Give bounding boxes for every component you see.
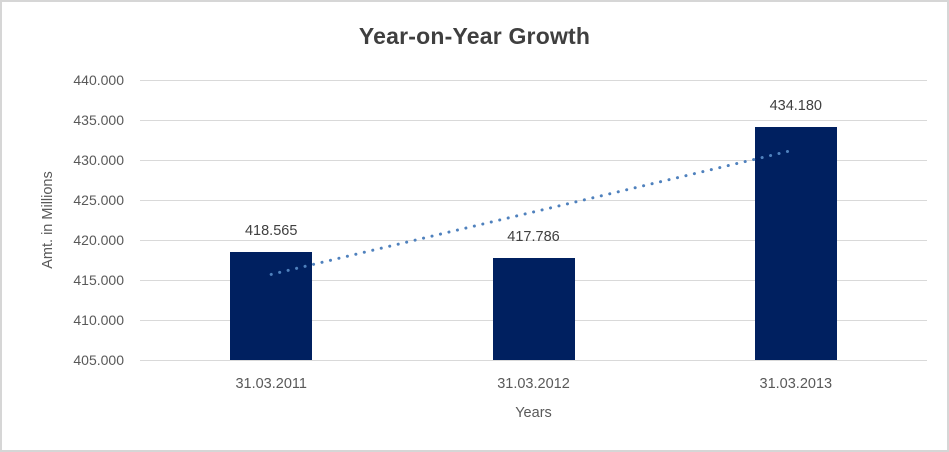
y-tick-label: 410.000 — [73, 312, 124, 328]
y-tick-label: 420.000 — [73, 232, 124, 248]
y-tick-label: 435.000 — [73, 112, 124, 128]
bar-31.03.2012 — [492, 257, 575, 360]
category-label: 31.03.2013 — [759, 376, 833, 392]
gridline — [140, 120, 927, 121]
y-tick-label: 405.000 — [73, 352, 124, 368]
x-axis-title: Years — [515, 405, 552, 421]
bar-31.03.2011 — [230, 251, 313, 360]
bar-31.03.2013 — [754, 126, 837, 360]
category-label: 31.03.2012 — [497, 376, 570, 392]
category-label: 31.03.2011 — [235, 376, 307, 392]
data-label: 417.786 — [507, 228, 560, 245]
data-label: 434.180 — [769, 97, 822, 114]
data-label: 418.565 — [244, 222, 298, 239]
gridline — [140, 80, 927, 81]
y-tick-label: 425.000 — [73, 192, 124, 208]
chart-title: Year-on-Year Growth — [358, 23, 591, 49]
trendline-path — [269, 148, 798, 276]
y-tick-label: 440.000 — [73, 72, 124, 88]
y-tick-label: 430.000 — [73, 152, 124, 168]
gridline — [140, 360, 927, 361]
y-tick-label: 415.000 — [73, 272, 124, 288]
y-axis-title: Amt. in Millions — [40, 171, 56, 269]
